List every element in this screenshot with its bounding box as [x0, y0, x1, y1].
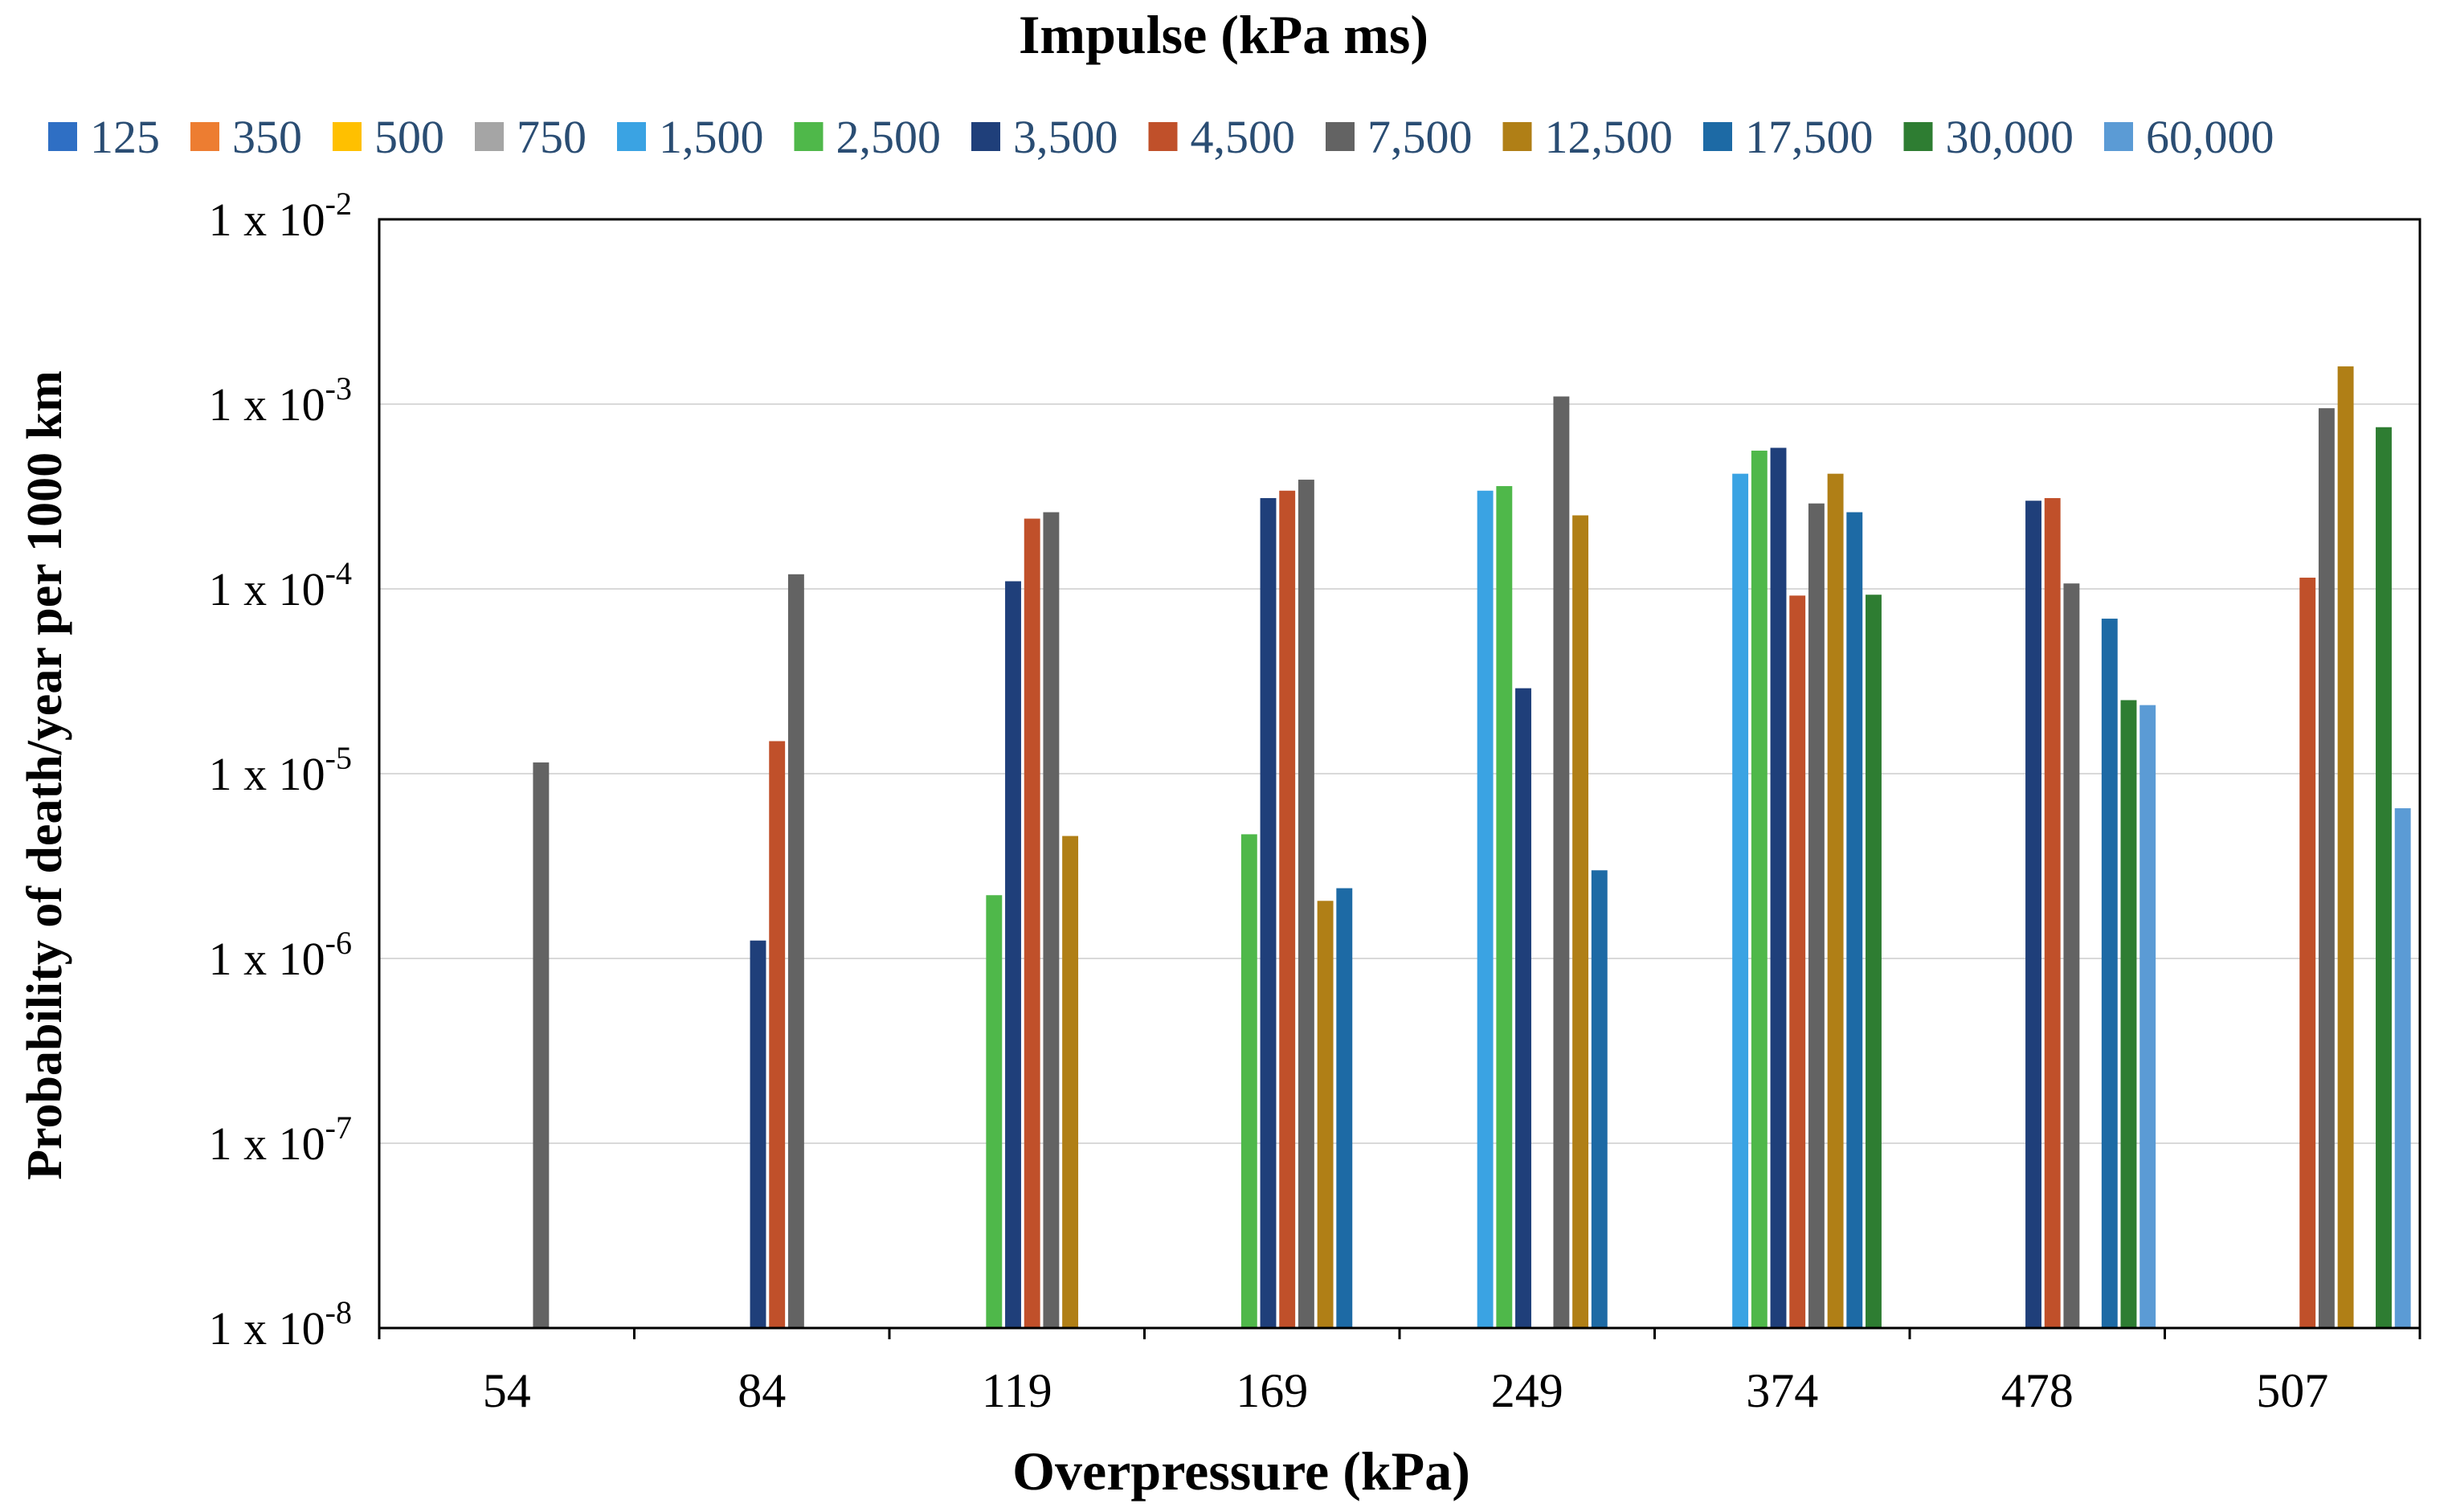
- legend-swatch: [1703, 122, 1732, 151]
- x-axis-label: Overpressure (kPa): [1012, 1440, 1470, 1502]
- legend-swatch: [333, 122, 362, 151]
- bar: [2025, 501, 2041, 1328]
- bar: [1024, 518, 1040, 1328]
- legend-swatch: [2104, 122, 2133, 151]
- bar: [2299, 578, 2316, 1328]
- x-tick-label: 119: [982, 1364, 1052, 1417]
- bar: [1260, 497, 1277, 1328]
- legend-label: 60,000: [2146, 111, 2274, 163]
- bar: [1496, 486, 1513, 1328]
- legend-swatch: [617, 122, 646, 151]
- bar: [2337, 366, 2354, 1329]
- bar: [1062, 836, 1079, 1328]
- legend-swatch: [48, 122, 77, 151]
- legend-label: 7,500: [1367, 111, 1473, 163]
- x-axis: 54 84 119 169 249 374 478 507: [378, 1328, 2421, 1417]
- x-tick-label: 54: [483, 1364, 531, 1417]
- bar: [2120, 700, 2137, 1328]
- y-tick-label: 1 x 10-7: [209, 1109, 352, 1170]
- bar: [750, 940, 766, 1328]
- bar: [1317, 901, 1334, 1328]
- bar: [1553, 396, 1570, 1328]
- bar: [769, 741, 786, 1328]
- legend-label: 350: [232, 111, 302, 163]
- y-axis-label: Probability of death/year per 1000 km: [18, 370, 72, 1180]
- legend-swatch: [1326, 122, 1355, 151]
- bar: [2394, 808, 2411, 1328]
- legend-swatch: [1903, 122, 1933, 151]
- legend-label: 1,500: [659, 111, 764, 163]
- bar: [1866, 595, 1882, 1328]
- bar: [2376, 427, 2392, 1329]
- legend-swatch: [1148, 122, 1178, 151]
- x-tick-label: 374: [1746, 1364, 1818, 1417]
- y-tick-label: 1 x 10-8: [209, 1294, 352, 1355]
- y-axis: 1 x 10-8 1 x 10-7 1 x 10-6 1 x 10-5 1 x 10-4…: [209, 186, 352, 1355]
- legend-label: 4,500: [1191, 111, 1296, 163]
- legend-swatch: [794, 122, 823, 151]
- legend-label: 12,500: [1545, 111, 1674, 163]
- x-tick-label: 249: [1491, 1364, 1563, 1417]
- legend-label: 2,500: [836, 111, 942, 163]
- x-tick-label: 84: [738, 1364, 786, 1417]
- chart-title: Impulse (kPa ms): [1019, 4, 1428, 65]
- bar: [1732, 473, 1749, 1329]
- legend-swatch: [1502, 122, 1532, 151]
- bar: [1827, 473, 1844, 1329]
- bar: [1005, 581, 1021, 1328]
- bar: [2044, 497, 2061, 1328]
- bar: [1240, 834, 1257, 1328]
- bar: [2063, 583, 2080, 1328]
- bars: [533, 366, 2411, 1329]
- legend-label: 3,500: [1013, 111, 1118, 163]
- y-tick-label: 1 x 10-4: [209, 555, 352, 615]
- bar: [986, 895, 1003, 1328]
- legend-label: 750: [517, 111, 586, 163]
- legend-swatch: [190, 122, 219, 151]
- bar: [1789, 595, 1806, 1328]
- legend-label: 17,500: [1745, 111, 1874, 163]
- bar: [1298, 480, 1314, 1328]
- x-tick-label: 478: [2001, 1364, 2074, 1417]
- y-tick-label: 1 x 10-3: [209, 370, 352, 431]
- legend-swatch: [475, 122, 504, 151]
- legend-swatch: [971, 122, 1000, 151]
- y-tick-label: 1 x 10-6: [209, 925, 352, 985]
- bar: [1515, 688, 1531, 1328]
- bar: [2318, 408, 2335, 1329]
- legend-label: 125: [90, 111, 160, 163]
- bar: [787, 574, 804, 1328]
- bar: [1043, 512, 1060, 1328]
- legend-label: 500: [374, 111, 444, 163]
- bar: [1751, 450, 1768, 1328]
- bar: [2101, 619, 2118, 1328]
- bar: [1477, 490, 1494, 1329]
- bar: [1591, 870, 1608, 1328]
- bar: [1336, 888, 1353, 1328]
- bar: [1846, 512, 1863, 1328]
- legend-label: 30,000: [1946, 111, 2074, 163]
- x-tick-label: 169: [1236, 1364, 1308, 1417]
- bar: [1770, 447, 1787, 1328]
- bar: [1279, 490, 1296, 1329]
- bar: [1808, 503, 1825, 1328]
- bar: [533, 762, 550, 1328]
- y-tick-label: 1 x 10-5: [209, 740, 352, 800]
- gridlines: [379, 403, 2420, 1144]
- legend: 125 350 500 750 1,500 2,500 3,500 4,500 7,500 12,…: [48, 111, 2274, 163]
- x-tick-label: 507: [2256, 1364, 2328, 1417]
- bar: [1572, 515, 1589, 1328]
- y-tick-label: 1 x 10-2: [209, 186, 352, 246]
- bar: [2139, 705, 2156, 1328]
